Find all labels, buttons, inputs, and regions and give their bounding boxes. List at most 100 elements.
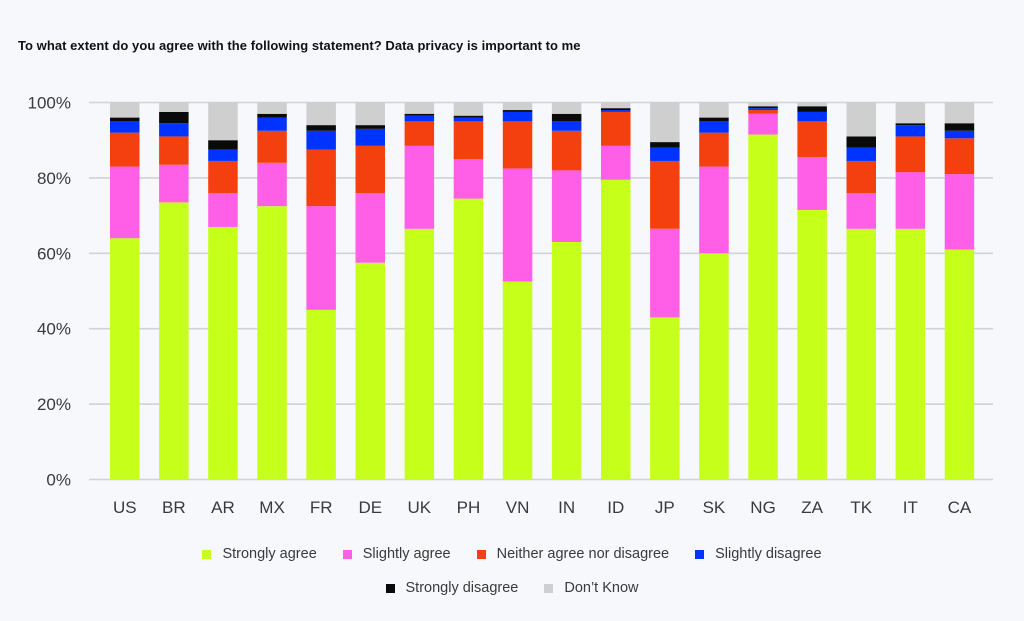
bar-segment-don-t-know [846,102,876,137]
bar-segment-don-t-know [404,102,435,114]
legend-label: Neither agree nor disagree [496,546,670,562]
bar-segment-neither-agree-nor-disagree [502,121,533,169]
bar-mx [257,102,287,480]
bar-segment-slightly-agree [110,166,140,239]
bar-segment-slightly-agree [944,174,975,250]
bar-segment-neither-agree-nor-disagree [846,160,876,193]
bar-in [551,102,582,480]
bar-segment-don-t-know [551,102,582,114]
x-tick-label: VN [506,498,530,517]
bar-segment-strongly-disagree [895,123,926,126]
bar-us [110,102,140,480]
bar-segment-strongly-agree [208,226,238,480]
bar-segment-don-t-know [306,102,336,126]
bar-segment-neither-agree-nor-disagree [306,149,336,207]
bar-segment-don-t-know [208,102,238,141]
bar-id [601,102,631,480]
bar-sk [699,102,729,480]
bar-segment-strongly-disagree [306,125,336,131]
bar-segment-slightly-disagree [748,108,778,111]
bar-segment-slightly-disagree [846,147,876,161]
bar-segment-neither-agree-nor-disagree [159,136,189,165]
gridlines [89,101,993,481]
bar-segment-strongly-disagree [846,136,876,148]
bar-segment-slightly-disagree [404,115,435,122]
bar-segment-neither-agree-nor-disagree [650,160,680,229]
bar-segment-strongly-agree [110,238,140,480]
x-tick-label: NG [750,498,776,517]
bar-segment-strongly-agree [257,206,287,480]
bar-segment-strongly-agree [453,198,484,480]
bar-segment-strongly-disagree [699,117,729,122]
bar-segment-slightly-disagree [159,123,189,137]
bar-vn [502,102,533,480]
legend-item-strongly-agree[interactable]: Strongly agree [202,546,317,562]
bar-segment-slightly-disagree [257,117,287,131]
bar-segment-strongly-agree [699,253,729,480]
bar-segment-slightly-disagree [110,121,140,133]
legend-swatch-icon [544,583,554,593]
bar-segment-don-t-know [895,102,926,124]
bar-segment-strongly-agree [748,134,778,480]
y-tick-label: 0% [46,471,71,490]
bar-segment-slightly-agree [895,172,926,229]
bar-segment-strongly-disagree [110,117,140,122]
bar-ph [453,102,484,480]
bar-segment-strongly-agree [306,309,336,480]
x-tick-label: AR [211,498,235,517]
bar-segment-slightly-agree [257,162,287,207]
bar-segment-neither-agree-nor-disagree [404,121,435,146]
bar-segment-strongly-agree [601,179,631,480]
bar-segment-neither-agree-nor-disagree [797,121,827,158]
y-tick-label: 60% [37,244,71,263]
legend-item-strongly-disagree[interactable]: Strongly disagree [385,580,519,596]
legend-label: Don’t Know [564,580,639,596]
bar-ar [208,102,238,480]
legend-swatch-icon [385,583,395,593]
legend-swatch-icon [476,549,486,559]
bar-segment-strongly-disagree [551,113,582,122]
bar-segment-strongly-disagree [355,125,385,129]
bar-segment-strongly-agree [895,228,926,480]
bar-segment-strongly-disagree [748,106,778,109]
bar-segment-don-t-know [699,102,729,118]
x-tick-label: IN [558,498,575,517]
bar-segment-don-t-know [601,102,631,109]
bar-segment-neither-agree-nor-disagree [895,136,926,173]
bar-segment-slightly-disagree [306,130,336,150]
legend-item-dont-know[interactable]: Don’t Know [544,580,639,596]
legend-label: Strongly disagree [405,580,519,596]
bar-segment-don-t-know [797,102,827,107]
y-tick-label: 20% [37,395,71,414]
bar-segment-slightly-disagree [551,121,582,131]
bar-segment-slightly-disagree [699,121,729,133]
bar-segment-strongly-disagree [257,113,287,118]
bar-segment-neither-agree-nor-disagree [257,130,287,163]
bar-segment-slightly-disagree [502,111,533,122]
legend-row-1: Strongly agree Slightly agree Neither ag… [0,546,1024,562]
bar-segment-strongly-disagree [453,115,484,118]
bar-segment-slightly-agree [601,145,631,180]
y-tick-label: 80% [37,169,71,188]
bar-segment-don-t-know [355,102,385,126]
y-tick-label: 40% [37,320,71,339]
bar-segment-strongly-disagree [404,113,435,116]
bar-segment-neither-agree-nor-disagree [699,132,729,167]
legend-item-slightly-agree[interactable]: Slightly agree [342,546,451,562]
bar-segment-don-t-know [944,102,975,124]
bar-segment-don-t-know [110,102,140,118]
bar-segment-neither-agree-nor-disagree [110,132,140,167]
bar-segment-slightly-agree [797,157,827,210]
bar-segment-don-t-know [748,102,778,107]
legend-swatch-icon [695,549,705,559]
bar-segment-slightly-disagree [650,147,680,161]
bar-segment-slightly-agree [502,168,533,282]
legend-label: Strongly agree [222,546,317,562]
legend-swatch-icon [342,549,352,559]
legend-item-neither[interactable]: Neither agree nor disagree [476,546,670,562]
bar-segment-don-t-know [502,102,533,111]
bar-tk [846,102,876,480]
bar-segment-strongly-agree [159,202,189,480]
legend-item-slightly-disagree[interactable]: Slightly disagree [695,546,822,562]
bar-segment-strongly-disagree [944,123,975,131]
